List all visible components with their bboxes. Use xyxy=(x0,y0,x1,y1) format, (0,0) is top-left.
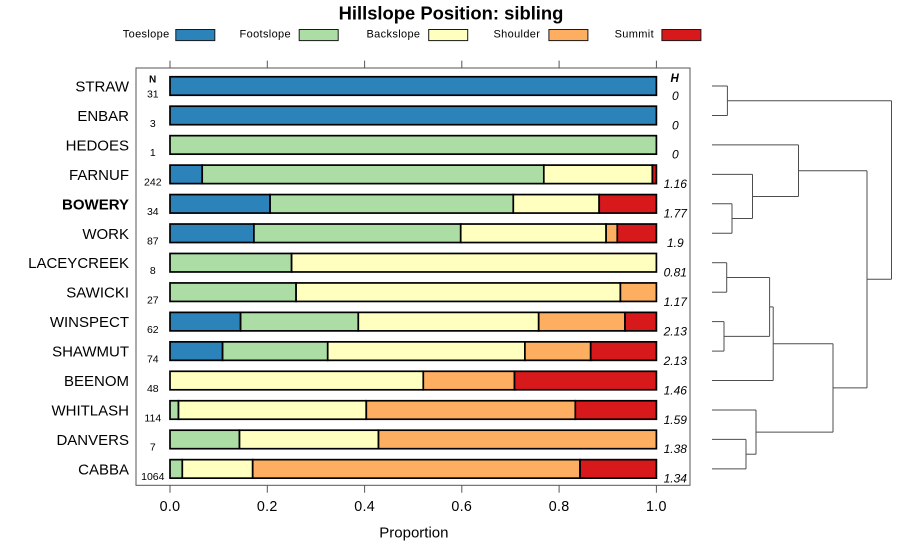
svg-text:3: 3 xyxy=(150,118,156,130)
svg-text:Hillslope Position: sibling: Hillslope Position: sibling xyxy=(339,3,564,24)
svg-text:WORK: WORK xyxy=(82,226,129,243)
svg-text:Shoulder: Shoulder xyxy=(493,29,540,41)
svg-text:1.34: 1.34 xyxy=(664,472,688,486)
svg-text:Summit: Summit xyxy=(615,29,654,41)
svg-text:27: 27 xyxy=(147,295,159,307)
svg-text:WHITLASH: WHITLASH xyxy=(51,403,129,420)
svg-text:ENBAR: ENBAR xyxy=(77,108,129,125)
svg-text:1.46: 1.46 xyxy=(664,383,688,397)
svg-text:0: 0 xyxy=(672,89,679,103)
svg-text:7: 7 xyxy=(150,442,156,454)
svg-text:1.17: 1.17 xyxy=(664,295,689,309)
svg-text:HEDOES: HEDOES xyxy=(66,137,129,154)
svg-text:1.38: 1.38 xyxy=(664,442,688,456)
svg-text:1.59: 1.59 xyxy=(664,413,688,427)
svg-text:FARNUF: FARNUF xyxy=(69,167,129,184)
svg-text:0.6: 0.6 xyxy=(451,499,472,515)
svg-text:48: 48 xyxy=(147,383,159,395)
svg-text:SAWICKI: SAWICKI xyxy=(66,285,129,302)
svg-text:H: H xyxy=(670,73,679,85)
svg-text:34: 34 xyxy=(147,206,159,218)
svg-text:31: 31 xyxy=(147,88,159,100)
svg-text:0.0: 0.0 xyxy=(160,499,181,515)
svg-text:Toeslope: Toeslope xyxy=(123,29,170,41)
svg-text:1.0: 1.0 xyxy=(646,499,667,515)
svg-text:1.16: 1.16 xyxy=(664,177,688,191)
svg-text:1: 1 xyxy=(150,147,156,159)
svg-text:2.13: 2.13 xyxy=(663,354,688,368)
svg-text:DANVERS: DANVERS xyxy=(56,432,129,449)
svg-text:0.4: 0.4 xyxy=(354,499,375,515)
svg-text:SHAWMUT: SHAWMUT xyxy=(52,344,129,361)
svg-text:1.77: 1.77 xyxy=(664,207,689,221)
svg-text:0.81: 0.81 xyxy=(664,266,687,280)
svg-text:LACEYCREEK: LACEYCREEK xyxy=(28,255,129,272)
svg-text:87: 87 xyxy=(147,236,159,248)
svg-text:114: 114 xyxy=(144,412,161,424)
svg-text:Proportion: Proportion xyxy=(379,525,448,542)
svg-text:N: N xyxy=(149,74,156,85)
svg-text:WINSPECT: WINSPECT xyxy=(50,314,129,331)
svg-text:BEENOM: BEENOM xyxy=(64,373,129,390)
svg-text:8: 8 xyxy=(150,265,156,277)
svg-text:0.2: 0.2 xyxy=(257,499,278,515)
svg-text:Footslope: Footslope xyxy=(240,29,291,41)
svg-text:0: 0 xyxy=(672,118,679,132)
svg-text:1.9: 1.9 xyxy=(667,236,684,250)
svg-text:242: 242 xyxy=(144,177,162,189)
svg-text:BOWERY: BOWERY xyxy=(62,196,129,213)
svg-text:0.8: 0.8 xyxy=(549,499,570,515)
svg-text:74: 74 xyxy=(147,353,159,365)
svg-text:Backslope: Backslope xyxy=(366,29,420,41)
svg-text:CABBA: CABBA xyxy=(78,461,129,478)
svg-text:0: 0 xyxy=(672,148,679,162)
svg-text:STRAW: STRAW xyxy=(75,79,129,96)
svg-text:62: 62 xyxy=(147,324,159,336)
svg-text:2.13: 2.13 xyxy=(663,324,688,338)
svg-text:1064: 1064 xyxy=(141,471,165,483)
